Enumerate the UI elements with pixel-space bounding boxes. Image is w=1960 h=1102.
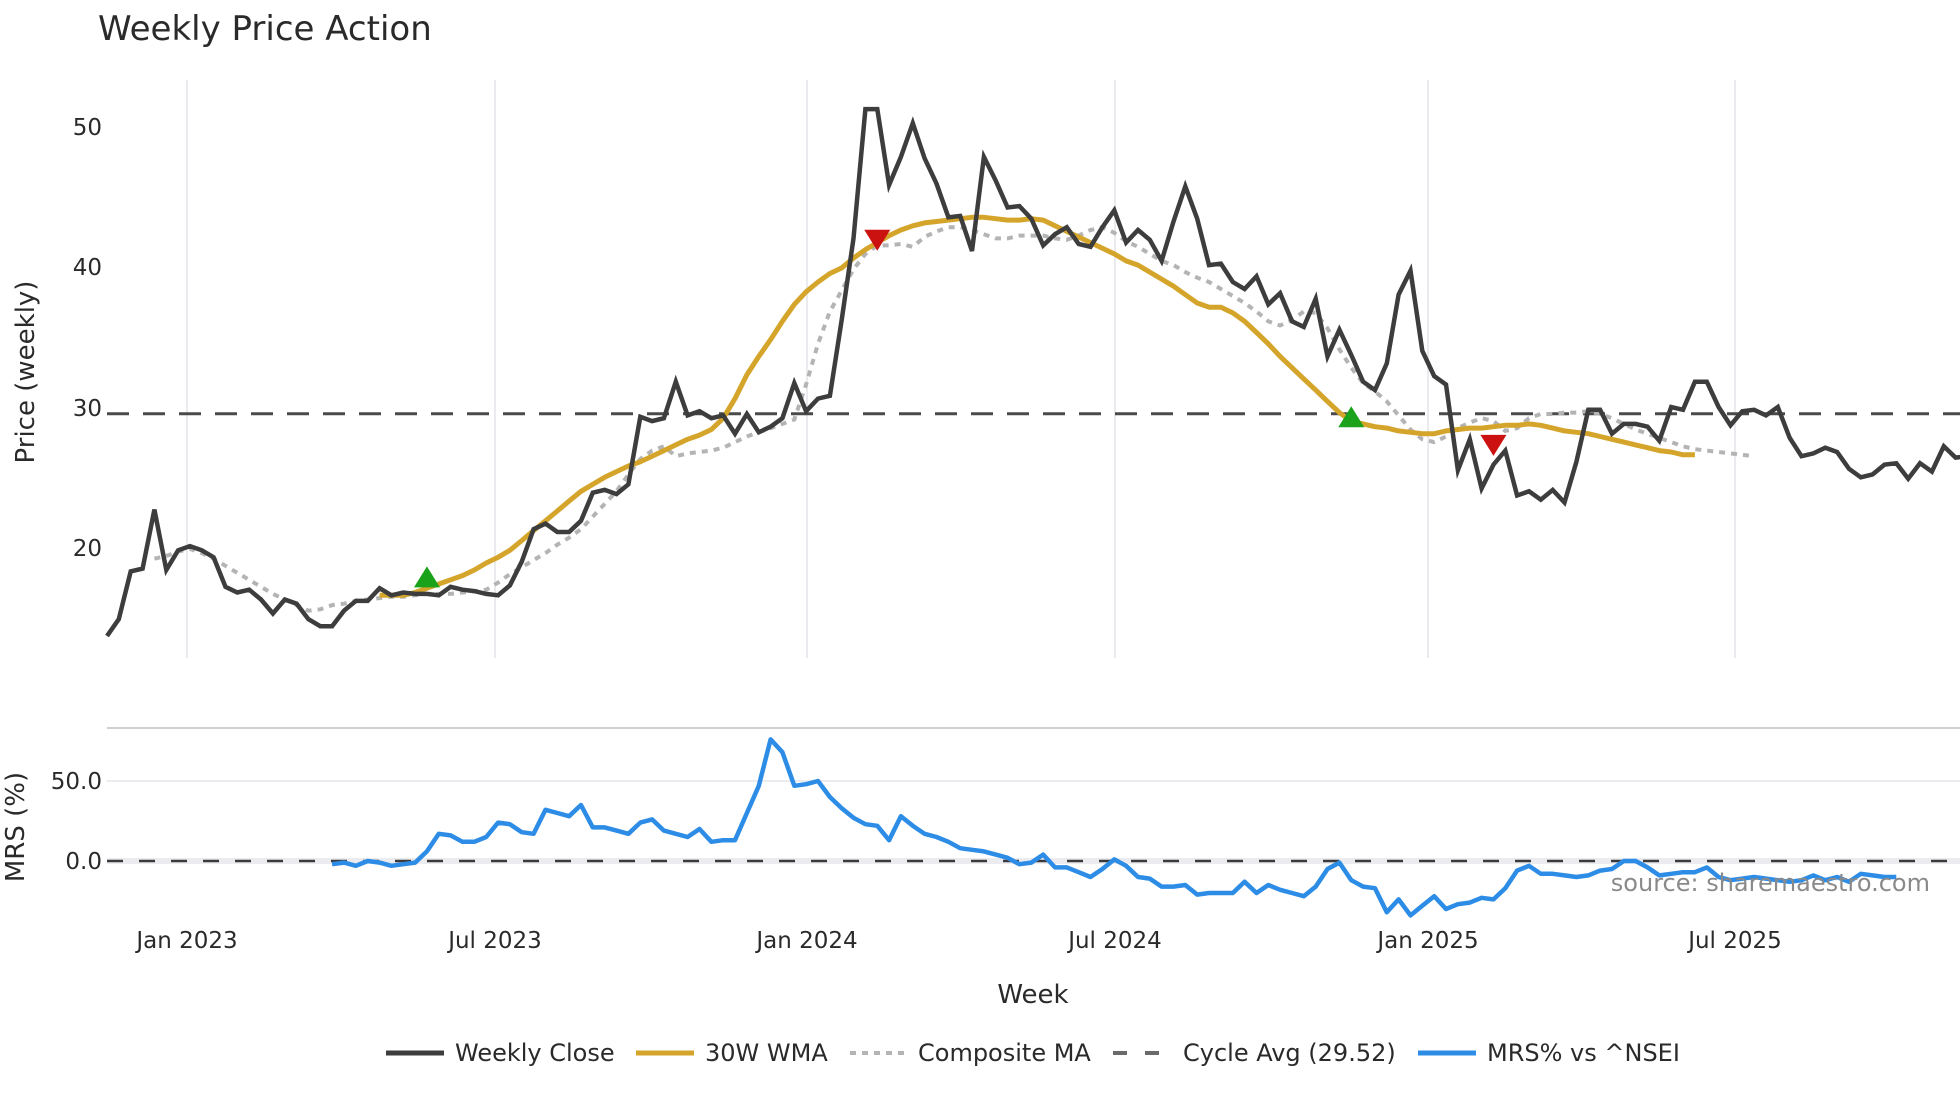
legend: Weekly Close 30W WMA Composite MA Cycle … <box>386 1039 1680 1067</box>
chart-title: Weekly Price Action <box>98 9 432 49</box>
sell-signal-triangle-down-icon <box>864 229 891 251</box>
x-tick-jan-2024: Jan 2024 <box>754 928 857 954</box>
price-tick-50: 50 <box>73 115 102 141</box>
watermark: source: sharemaestro.com <box>1611 869 1930 897</box>
price-tick-30: 30 <box>73 396 102 422</box>
legend-item-30w-wma[interactable]: 30W WMA <box>636 1039 828 1067</box>
legend-item-weekly-close[interactable]: Weekly Close <box>386 1039 615 1067</box>
x-tick-jul-2025: Jul 2025 <box>1686 928 1782 954</box>
legend-label: Weekly Close <box>455 1039 615 1067</box>
mrs-line <box>331 737 1897 918</box>
x-tick-jul-2023: Jul 2023 <box>446 928 542 954</box>
legend-item-mrs[interactable]: MRS% vs ^NSEI <box>1418 1039 1680 1067</box>
legend-item-cycle-avg[interactable]: Cycle Avg (29.52) <box>1113 1039 1396 1067</box>
weekly-close-line <box>105 106 1960 638</box>
buy-signal-triangle-up-icon <box>1338 406 1365 428</box>
composite-ma-line <box>153 225 1755 613</box>
legend-label: Cycle Avg (29.52) <box>1183 1039 1396 1067</box>
x-tick-jan-2025: Jan 2025 <box>1375 928 1478 954</box>
legend-label: Composite MA <box>918 1039 1091 1067</box>
x-axis-title: Week <box>997 980 1068 1010</box>
legend-label: 30W WMA <box>705 1039 828 1067</box>
price-vertical-gridlines <box>186 80 1736 658</box>
sell-signal-triangle-down-icon <box>1480 434 1507 456</box>
mrs-y-axis: 50.0 0.0 MRS (%) <box>1 769 102 882</box>
price-y-axis: 50 40 30 20 Price (weekly) <box>11 115 102 562</box>
x-axis: Jan 2023 Jul 2023 Jan 2024 Jul 2024 Jan … <box>134 928 1781 1010</box>
signal-markers <box>413 229 1507 588</box>
buy-signal-triangle-up-icon <box>413 566 440 588</box>
x-tick-jul-2024: Jul 2024 <box>1066 928 1162 954</box>
wma-30w-line <box>379 214 1695 598</box>
mrs-tick-50: 50.0 <box>51 769 102 795</box>
legend-item-composite-ma[interactable]: Composite MA <box>850 1039 1091 1067</box>
price-tick-40: 40 <box>73 255 102 281</box>
mrs-tick-0: 0.0 <box>65 849 102 875</box>
price-tick-20: 20 <box>73 536 102 562</box>
x-tick-jan-2023: Jan 2023 <box>134 928 237 954</box>
price-y-axis-title: Price (weekly) <box>11 281 41 464</box>
mrs-y-axis-title: MRS (%) <box>1 772 31 882</box>
legend-label: MRS% vs ^NSEI <box>1487 1039 1680 1067</box>
